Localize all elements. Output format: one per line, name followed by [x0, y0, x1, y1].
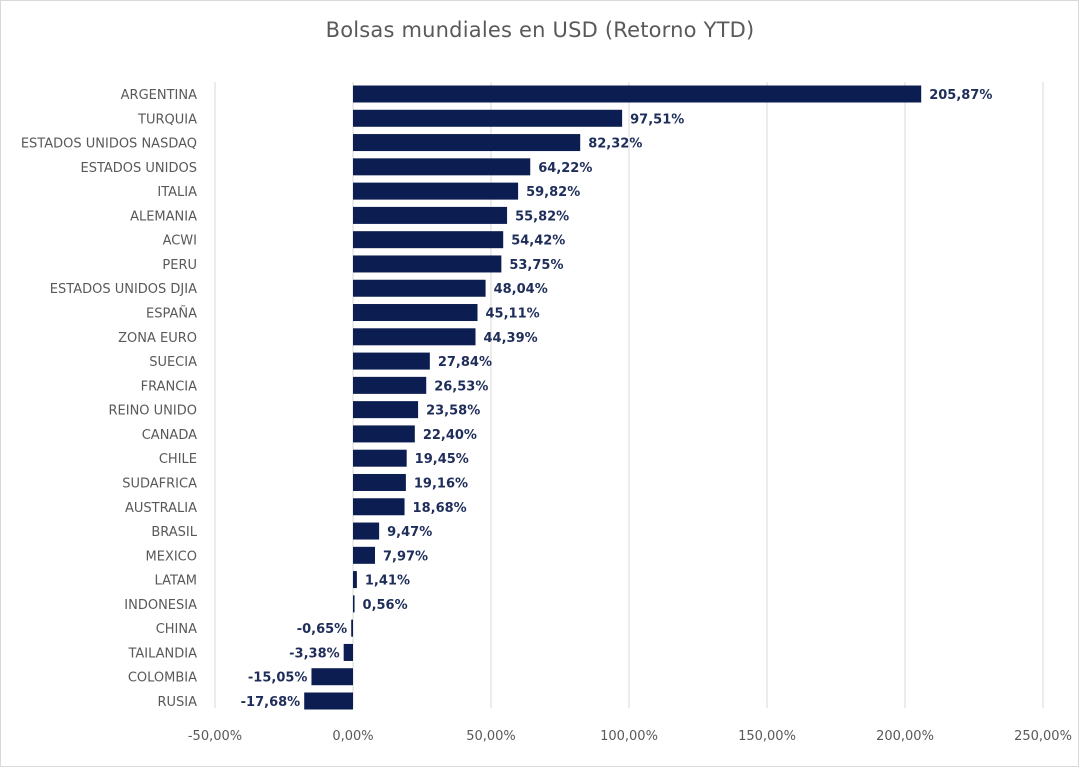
- bar-chile: [353, 449, 407, 467]
- bar-estados-unidos-nasdaq: [353, 134, 581, 152]
- data-label: 1,41%: [365, 574, 410, 589]
- chart-title: Bolsas mundiales en USD (Retorno YTD): [325, 18, 755, 42]
- category-label: AUSTRALIA: [125, 501, 197, 516]
- category-label: LATAM: [155, 574, 197, 589]
- bar-turquia: [353, 109, 623, 127]
- bar-tailandia: [343, 643, 353, 661]
- data-label: 26,53%: [434, 379, 488, 394]
- bar-argentina: [353, 85, 922, 103]
- data-label: 59,82%: [526, 185, 580, 200]
- data-label: 64,22%: [538, 161, 592, 176]
- data-label: 9,47%: [387, 525, 432, 540]
- bar-españa: [353, 304, 478, 322]
- category-label: ESTADOS UNIDOS DJIA: [50, 282, 197, 297]
- category-label: ITALIA: [157, 185, 197, 200]
- bar-peru: [353, 255, 502, 273]
- x-tick-label: -50,00%: [188, 729, 242, 744]
- category-label: ESPAÑA: [146, 306, 197, 322]
- data-label: 27,84%: [438, 355, 492, 370]
- category-label: ZONA EURO: [118, 331, 197, 346]
- data-label: -17,68%: [241, 695, 301, 710]
- category-label: SUECIA: [149, 355, 197, 370]
- x-tick-label: 200,00%: [876, 729, 934, 744]
- category-label: ACWI: [163, 234, 197, 249]
- data-label: 44,39%: [484, 331, 538, 346]
- bar-colombia: [311, 668, 353, 686]
- bar-latam: [353, 571, 357, 589]
- category-label: MEXICO: [146, 549, 197, 564]
- category-label: INDONESIA: [124, 598, 197, 613]
- data-label: 19,45%: [415, 452, 469, 467]
- category-label: ARGENTINA: [121, 88, 197, 103]
- data-label: 82,32%: [588, 137, 642, 152]
- data-label: 22,40%: [423, 428, 477, 443]
- data-label: 18,68%: [413, 501, 467, 516]
- data-label: 55,82%: [515, 209, 569, 224]
- x-tick-label: 100,00%: [600, 729, 658, 744]
- category-label: FRANCIA: [141, 379, 198, 394]
- category-label: CHINA: [156, 622, 197, 637]
- category-label: ALEMANIA: [130, 209, 197, 224]
- x-axis-tick-labels: -50,00% 0,00% 50,00% 100,00% 150,00% 200,00% 2…: [188, 729, 1072, 744]
- data-label: 54,42%: [511, 234, 565, 249]
- bar-rusia: [304, 692, 353, 710]
- data-label: 0,56%: [363, 598, 408, 613]
- data-label: 205,87%: [929, 88, 992, 103]
- bar-zona-euro: [353, 328, 476, 346]
- category-label: RUSIA: [157, 695, 197, 710]
- data-label: 7,97%: [383, 549, 428, 564]
- bar-estados-unidos: [353, 158, 531, 176]
- category-label: SUDAFRICA: [122, 476, 197, 491]
- bar-australia: [353, 498, 405, 516]
- category-label: BRASIL: [151, 525, 197, 540]
- bar-italia: [353, 182, 519, 200]
- bar-canada: [353, 425, 415, 443]
- bar-indonesia: [353, 595, 355, 613]
- category-label: CANADA: [142, 428, 197, 443]
- bar-brasil: [353, 522, 380, 540]
- x-tick-label: 0,00%: [332, 729, 373, 744]
- category-label: ESTADOS UNIDOS NASDAQ: [21, 137, 197, 152]
- bar-sudafrica: [353, 473, 406, 491]
- data-label: 23,58%: [426, 404, 480, 419]
- bar-acwi: [353, 231, 504, 249]
- bar-alemania: [353, 206, 508, 224]
- data-label: 45,11%: [486, 307, 540, 322]
- data-label: 53,75%: [509, 258, 563, 273]
- category-label: COLOMBIA: [128, 671, 197, 686]
- bar-reino-unido: [353, 401, 419, 419]
- category-label: TURQUIA: [137, 112, 197, 127]
- bar-estados-unidos-djia: [353, 279, 486, 297]
- data-label: -15,05%: [248, 671, 308, 686]
- data-label: 48,04%: [494, 282, 548, 297]
- bars: [304, 85, 922, 710]
- category-label: TAILANDIA: [127, 646, 197, 661]
- x-tick-label: 150,00%: [738, 729, 796, 744]
- bar-suecia: [353, 352, 430, 370]
- category-labels: ARGENTINA TURQUIA ESTADOS UNIDOS NASDAQ EST…: [21, 88, 198, 710]
- data-labels: 205,87% 97,51% 82,32% 64,22% 59,82% 55,82% 54,…: [241, 88, 993, 710]
- category-label: REINO UNIDO: [109, 404, 198, 419]
- category-label: PERU: [162, 258, 197, 273]
- x-tick-label: 50,00%: [466, 729, 516, 744]
- category-label: CHILE: [159, 452, 197, 467]
- bar-china: [351, 619, 353, 637]
- data-label: 97,51%: [630, 112, 684, 127]
- gridlines: [214, 82, 1044, 708]
- category-label: ESTADOS UNIDOS: [81, 161, 198, 176]
- data-label: 19,16%: [414, 476, 468, 491]
- bar-francia: [353, 376, 427, 394]
- data-label: -3,38%: [289, 646, 340, 661]
- x-tick-label: 250,00%: [1014, 729, 1072, 744]
- data-label: -0,65%: [297, 622, 348, 637]
- bar-mexico: [353, 546, 375, 564]
